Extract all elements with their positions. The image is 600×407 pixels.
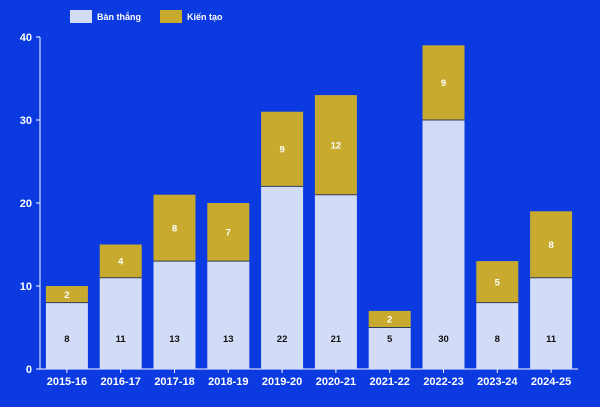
bar-segment-ban-thang bbox=[45, 302, 88, 369]
bar-segment-ban-thang bbox=[368, 327, 411, 369]
bar-segment-kien-tao bbox=[422, 45, 465, 120]
legend: Bàn thắng Kiến tạo bbox=[70, 10, 223, 23]
bar-segment-kien-tao bbox=[368, 310, 411, 328]
data-label-kien-tao: 2 bbox=[64, 290, 69, 301]
y-tick-label: 10 bbox=[20, 281, 32, 293]
data-label-ban-thang: 22 bbox=[277, 334, 288, 345]
x-tick-label: 2024-25 bbox=[531, 376, 571, 388]
x-tick-label: 2017-18 bbox=[154, 376, 194, 388]
y-tick-label: 0 bbox=[26, 364, 32, 376]
data-label-ban-thang: 11 bbox=[546, 334, 557, 345]
bar-segment-kien-tao bbox=[476, 261, 519, 303]
x-tick-label: 2016-17 bbox=[101, 376, 141, 388]
x-tick-label: 2023-24 bbox=[477, 376, 518, 388]
data-label-ban-thang: 13 bbox=[223, 334, 234, 345]
data-label-kien-tao: 9 bbox=[279, 145, 284, 156]
data-label-ban-thang: 11 bbox=[116, 334, 127, 345]
bar-segment-kien-tao bbox=[314, 95, 357, 195]
data-label-kien-tao: 8 bbox=[172, 223, 177, 234]
bar-segment-kien-tao bbox=[153, 194, 196, 262]
bar-segment-kien-tao bbox=[207, 203, 250, 262]
bar-segment-ban-thang bbox=[261, 186, 304, 369]
data-label-kien-tao: 4 bbox=[118, 257, 124, 268]
bar-segment-ban-thang bbox=[207, 261, 250, 369]
bar-segment-ban-thang bbox=[314, 194, 357, 369]
data-label-ban-thang: 5 bbox=[387, 334, 393, 345]
legend-swatch-ban-thang bbox=[70, 10, 92, 23]
data-label-kien-tao: 7 bbox=[226, 228, 231, 239]
y-tick-label: 20 bbox=[20, 198, 32, 210]
bar-segment-kien-tao bbox=[99, 244, 142, 278]
data-label-ban-thang: 30 bbox=[438, 334, 449, 345]
data-label-kien-tao: 12 bbox=[331, 140, 342, 151]
y-tick-label: 30 bbox=[20, 115, 32, 127]
x-tick-label: 2018-19 bbox=[208, 376, 248, 388]
y-tick-label: 40 bbox=[20, 32, 32, 44]
data-label-kien-tao: 9 bbox=[441, 78, 446, 89]
axes: 0 10 20 30 40 2015-16 2016-17 2017-18 2018-19 201… bbox=[20, 32, 578, 388]
bar-segment-ban-thang bbox=[153, 261, 196, 369]
data-label-kien-tao: 8 bbox=[548, 240, 553, 251]
bars: 8 2 11 4 13 8 13 7 22 9 21 12 5 2 30 9 8 5 11 8 bbox=[45, 45, 573, 369]
data-label-ban-thang: 8 bbox=[64, 334, 69, 345]
data-label-ban-thang: 21 bbox=[331, 334, 342, 345]
bar-segment-kien-tao bbox=[261, 111, 304, 187]
x-tick-label: 2022-23 bbox=[423, 376, 463, 388]
bar-segment-ban-thang bbox=[99, 277, 142, 369]
legend-swatch-kien-tao bbox=[160, 10, 182, 23]
bar-segment-ban-thang bbox=[422, 120, 465, 369]
data-label-kien-tao: 5 bbox=[495, 277, 501, 288]
bar-segment-ban-thang bbox=[476, 302, 519, 369]
x-tick-label: 2019-20 bbox=[262, 376, 302, 388]
data-label-ban-thang: 13 bbox=[169, 334, 180, 345]
legend-label-kien-tao: Kiến tạo bbox=[187, 12, 223, 22]
x-tick-label: 2021-22 bbox=[370, 376, 410, 388]
bar-segment-ban-thang bbox=[530, 277, 573, 369]
data-label-kien-tao: 2 bbox=[387, 315, 392, 326]
bar-segment-kien-tao bbox=[45, 286, 88, 303]
bar-segment-kien-tao bbox=[530, 211, 573, 278]
data-label-ban-thang: 8 bbox=[495, 334, 500, 345]
x-tick-label: 2020-21 bbox=[316, 376, 356, 388]
x-tick-label: 2015-16 bbox=[47, 376, 87, 388]
legend-label-ban-thang: Bàn thắng bbox=[97, 11, 141, 22]
